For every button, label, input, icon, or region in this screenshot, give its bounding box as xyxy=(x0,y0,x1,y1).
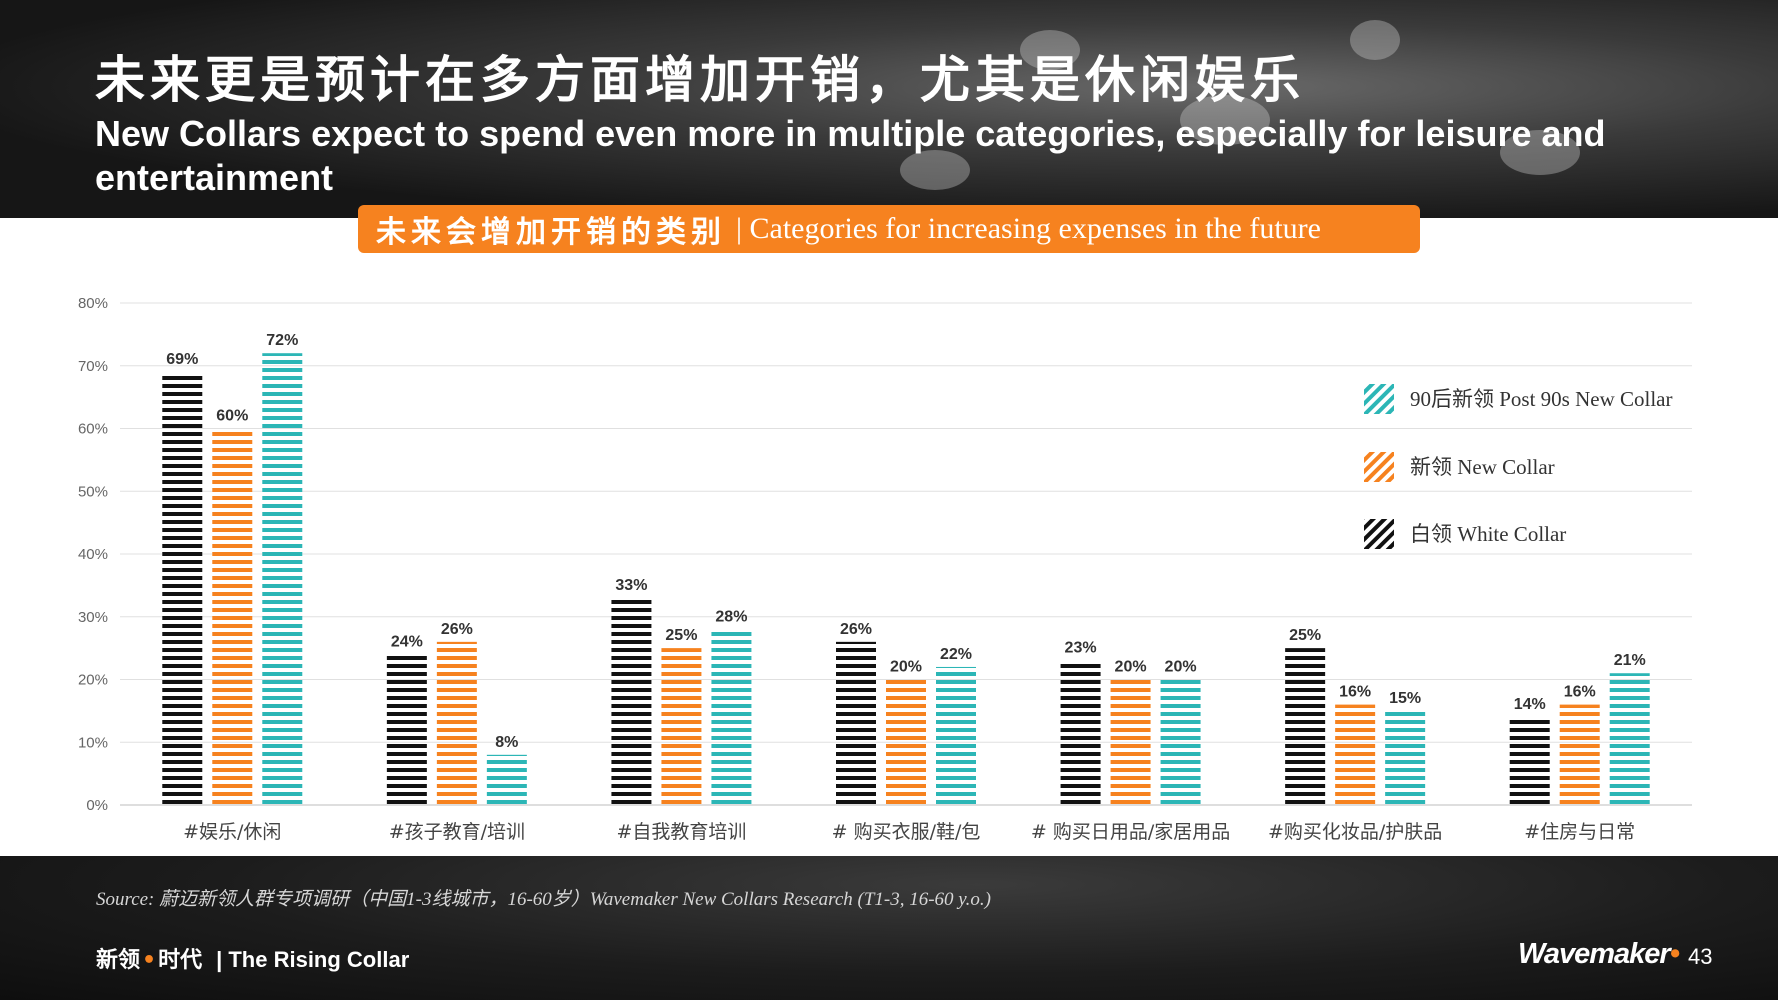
data-label: 26% xyxy=(441,621,473,638)
legend-swatch xyxy=(1364,519,1394,549)
legend-label: 新领 New Collar xyxy=(1410,455,1555,479)
data-label: 20% xyxy=(1115,659,1147,676)
data-label: 69% xyxy=(166,351,198,368)
bar xyxy=(1559,704,1600,805)
y-tick-label: 70% xyxy=(78,358,108,375)
bar xyxy=(1335,704,1376,805)
background-highlight xyxy=(1020,30,1080,70)
bar xyxy=(711,629,752,805)
legend-label: 白领 White Collar xyxy=(1410,522,1566,546)
y-tick-label: 30% xyxy=(78,609,108,626)
source-note: Source: 蔚迈新领人群专项调研（中国1-3线城市，16-60岁）Wavem… xyxy=(96,889,992,910)
data-label: 16% xyxy=(1339,684,1371,701)
data-label: 8% xyxy=(495,734,518,751)
data-label: 21% xyxy=(1614,652,1646,669)
y-tick-label: 0% xyxy=(86,797,108,814)
data-label: 20% xyxy=(890,659,922,676)
y-tick-label: 20% xyxy=(78,672,108,689)
bar-chart: 0% 10% 20% 30% 40% 50% 60% 70% 80% 69% 60% 72% #娱乐/休… xyxy=(78,295,1692,843)
page-number: 43 xyxy=(1688,944,1713,969)
chart-title-en: | Categories for increasing expenses in … xyxy=(736,212,1321,245)
legend-swatch xyxy=(1364,384,1394,414)
wavemaker-logo: Wavemaker• xyxy=(1518,938,1680,971)
logo-dot: • xyxy=(1669,938,1680,970)
chart-title-cn: 未来会增加开销的类别 xyxy=(376,215,726,250)
bar xyxy=(386,654,427,805)
background-highlight xyxy=(1180,95,1270,145)
bar xyxy=(1609,673,1650,805)
data-label: 22% xyxy=(940,646,972,663)
bar xyxy=(886,679,926,805)
data-label: 14% xyxy=(1514,696,1546,713)
logo-text: Wavemaker xyxy=(1518,938,1671,970)
x-tick-label: #娱乐/休闲 xyxy=(183,821,281,843)
background-highlight xyxy=(900,150,970,190)
y-tick-label: 50% xyxy=(78,483,108,500)
data-label: 15% xyxy=(1389,690,1421,707)
header-background xyxy=(0,0,1778,218)
bar xyxy=(1509,717,1550,805)
data-label: 33% xyxy=(615,577,647,594)
x-tick-label: #孩子教育/培训 xyxy=(389,821,525,843)
brand-dot: • xyxy=(142,948,157,973)
bar xyxy=(836,641,876,805)
background-highlight xyxy=(1500,130,1580,175)
data-label: 60% xyxy=(216,408,248,425)
bar xyxy=(212,428,253,805)
data-label: 28% xyxy=(715,608,747,625)
data-label: 25% xyxy=(665,627,697,644)
data-label: 26% xyxy=(840,621,872,638)
y-tick-label: 60% xyxy=(78,421,108,438)
data-label: 20% xyxy=(1165,659,1197,676)
data-label: 16% xyxy=(1564,684,1596,701)
y-tick-label: 40% xyxy=(78,546,108,563)
bar xyxy=(436,641,477,805)
brand-cn-part1: 新领 xyxy=(96,948,141,973)
brand-en: | The Rising Collar xyxy=(216,947,410,972)
y-tick-label: 80% xyxy=(78,295,108,312)
x-tick-label: #自我教育培训 xyxy=(616,821,746,843)
bar xyxy=(1160,679,1201,805)
bar xyxy=(1385,710,1426,805)
page-title-en: New Collars expect to spend even more in… xyxy=(95,113,1606,198)
legend-swatch xyxy=(1364,452,1394,482)
brand-cn-part2: 时代 xyxy=(158,948,203,973)
bar xyxy=(162,372,203,805)
brand-tagline: 新领•时代 | The Rising Collar xyxy=(96,942,409,974)
data-label: 24% xyxy=(391,633,423,650)
bar xyxy=(936,666,976,805)
data-label: 72% xyxy=(266,332,298,349)
bar xyxy=(1060,660,1101,805)
x-tick-label: #住房与日常 xyxy=(1524,821,1635,843)
x-tick-label: # 购买日用品/家居用品 xyxy=(1031,821,1230,843)
bar xyxy=(262,353,303,805)
x-tick-label: # 购买衣服/鞋/包 xyxy=(832,821,981,843)
background-highlight xyxy=(1350,20,1400,60)
chart-title-banner: 未来会增加开销的类别 | Categories for increasing e… xyxy=(358,205,1420,253)
footer-background xyxy=(0,856,1778,1000)
bar xyxy=(611,597,652,805)
page-title-cn: 未来更是预计在多方面增加开销，尤其是休闲娱乐 xyxy=(95,51,1305,109)
bar xyxy=(1110,679,1151,805)
bar xyxy=(661,648,702,805)
data-label: 25% xyxy=(1289,627,1321,644)
y-tick-label: 10% xyxy=(78,734,108,751)
legend-label: 90后新领 Post 90s New Collar xyxy=(1410,387,1673,411)
bar xyxy=(1285,648,1326,805)
bar xyxy=(486,754,527,805)
x-tick-label: #购买化妆品/护肤品 xyxy=(1268,821,1442,843)
data-label: 23% xyxy=(1065,640,1097,657)
